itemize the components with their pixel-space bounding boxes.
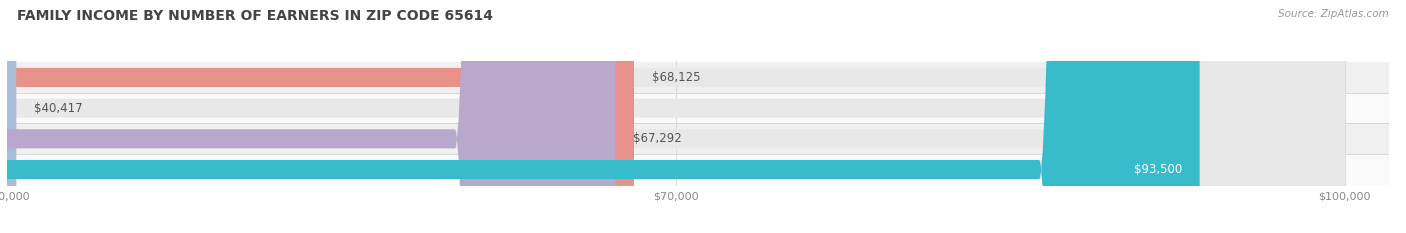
FancyBboxPatch shape xyxy=(0,0,1344,233)
Text: $68,125: $68,125 xyxy=(652,71,700,84)
FancyBboxPatch shape xyxy=(0,0,17,233)
FancyBboxPatch shape xyxy=(0,0,1199,233)
Bar xyxy=(7,62,1389,93)
FancyBboxPatch shape xyxy=(0,0,1344,233)
FancyBboxPatch shape xyxy=(0,0,1344,233)
Text: $93,500: $93,500 xyxy=(1133,163,1182,176)
FancyBboxPatch shape xyxy=(0,0,616,233)
Text: FAMILY INCOME BY NUMBER OF EARNERS IN ZIP CODE 65614: FAMILY INCOME BY NUMBER OF EARNERS IN ZI… xyxy=(17,9,494,23)
Bar xyxy=(7,123,1389,154)
FancyBboxPatch shape xyxy=(0,0,1344,233)
Text: $40,417: $40,417 xyxy=(34,102,83,115)
FancyBboxPatch shape xyxy=(0,0,634,233)
Text: $67,292: $67,292 xyxy=(633,132,682,145)
Bar xyxy=(7,154,1389,185)
Text: Source: ZipAtlas.com: Source: ZipAtlas.com xyxy=(1278,9,1389,19)
Bar xyxy=(7,93,1389,123)
